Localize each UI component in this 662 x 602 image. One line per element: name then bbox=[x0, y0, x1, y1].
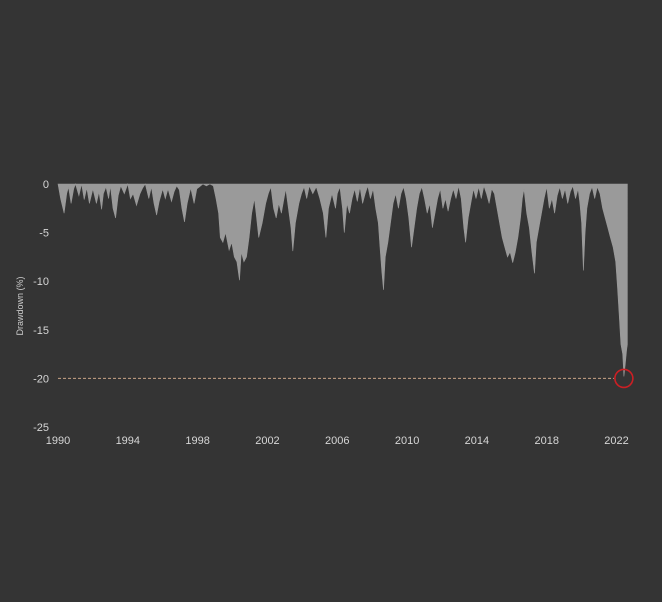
x-tick-label: 2010 bbox=[395, 435, 419, 447]
x-tick-label: 1990 bbox=[46, 435, 70, 447]
y-tick-label: -20 bbox=[33, 373, 49, 385]
y-tick-label: -15 bbox=[33, 325, 49, 337]
x-tick-label: 2018 bbox=[534, 435, 558, 447]
y-tick-label: -10 bbox=[33, 276, 49, 288]
x-tick-label: 1998 bbox=[185, 435, 209, 447]
y-axis: 0 -5 -10 -15 -20 -25 bbox=[33, 179, 49, 434]
y-tick-label: -25 bbox=[33, 422, 49, 434]
x-tick-label: 2006 bbox=[325, 435, 349, 447]
plot-area bbox=[57, 182, 634, 389]
x-tick-label: 2002 bbox=[255, 435, 279, 447]
y-axis-label: Drawdown (%) bbox=[15, 276, 25, 335]
x-tick-label: 2014 bbox=[465, 435, 489, 447]
y-tick-label: -5 bbox=[39, 228, 49, 240]
drawdown-marker bbox=[614, 368, 634, 389]
x-tick-label: 2022 bbox=[604, 435, 628, 447]
x-tick-label: 1994 bbox=[116, 435, 140, 447]
drawdown-area bbox=[57, 182, 628, 377]
y-tick-label: 0 bbox=[43, 179, 49, 191]
x-axis: 1990 1994 1998 2002 2006 2010 2014 2018 2022 bbox=[46, 435, 629, 447]
